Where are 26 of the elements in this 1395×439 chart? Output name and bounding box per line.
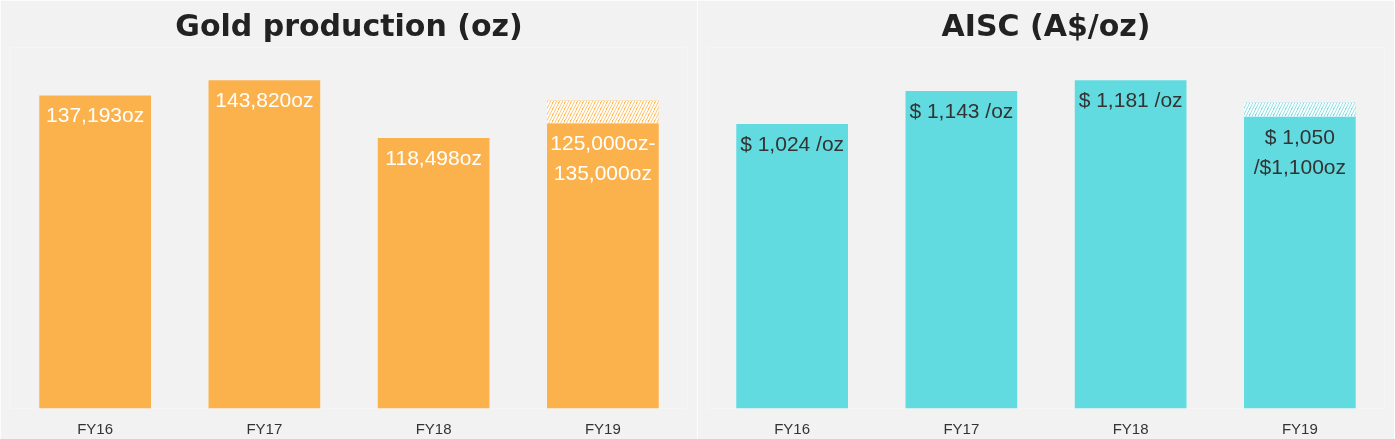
data-label: 125,000oz- 135,000oz	[550, 131, 656, 185]
x-tick-label: FY17	[943, 419, 980, 437]
x-tick-label: FY19	[1281, 419, 1318, 437]
chart-title: Gold production (oz)	[175, 7, 523, 43]
x-tick-label: FY18	[415, 419, 452, 437]
bar	[736, 123, 848, 409]
x-tick-label: FY18	[1112, 419, 1149, 437]
bar	[377, 138, 490, 409]
data-label: $ 1,181 /oz	[1078, 88, 1183, 112]
x-tick-label: FY16	[77, 419, 114, 437]
x-tick-label: FY19	[584, 419, 621, 437]
data-label: $ 1,050 /$1,100oz	[1253, 124, 1346, 178]
data-label: 118,498oz	[385, 146, 482, 170]
bar	[1074, 80, 1187, 409]
data-label: $ 1,143 /oz	[909, 98, 1014, 122]
data-label: $ 1,024 /oz	[740, 131, 845, 155]
bar	[905, 90, 1018, 409]
bar	[547, 123, 659, 409]
data-label: 137,193oz	[46, 103, 145, 127]
x-tick-label: FY17	[246, 419, 283, 437]
chart-title: AISC (A$/oz)	[941, 7, 1151, 43]
x-tick-label: FY16	[774, 419, 811, 437]
bar	[208, 80, 321, 409]
data-label: 143,820oz	[215, 88, 314, 112]
bar	[39, 95, 151, 409]
bar	[1244, 116, 1356, 409]
